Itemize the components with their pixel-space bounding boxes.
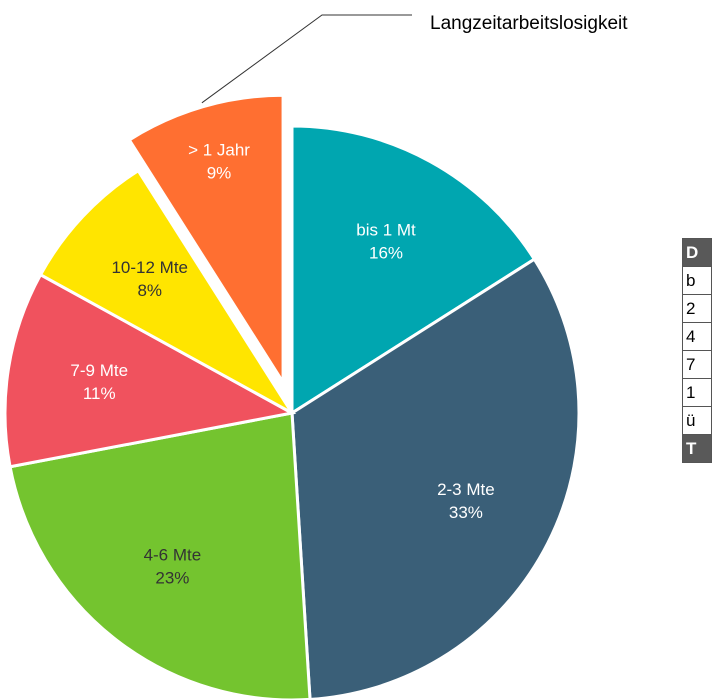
slice-value-label: 16% bbox=[369, 243, 403, 262]
table-row: 1 bbox=[682, 378, 712, 407]
slice-value-label: 11% bbox=[83, 384, 116, 403]
table-cell: D bbox=[682, 238, 712, 267]
slice-value-label: 9% bbox=[207, 163, 232, 182]
slice-value-label: 33% bbox=[449, 503, 483, 522]
table-row: b bbox=[682, 266, 712, 295]
table-cell: 4 bbox=[682, 322, 712, 351]
table-cell: T bbox=[682, 434, 712, 463]
table-row: D bbox=[682, 238, 712, 267]
pie-slice bbox=[127, 93, 285, 388]
table-row: 4 bbox=[682, 322, 712, 351]
pie-slice bbox=[8, 411, 312, 700]
pie-slice bbox=[38, 168, 294, 415]
slice-label: bis 1 Mt bbox=[356, 220, 416, 239]
table-cell: 1 bbox=[682, 378, 712, 407]
slice-label: 10-12 Mte bbox=[111, 258, 188, 277]
slice-label: > 1 Jahr bbox=[188, 140, 250, 159]
table-cell: 2 bbox=[682, 294, 712, 323]
annotation: Langzeitarbeitslosigkeit bbox=[430, 13, 628, 34]
table-row: 7 bbox=[682, 350, 712, 379]
slice-value-label: 8% bbox=[137, 281, 162, 300]
table-cell: b bbox=[682, 266, 712, 295]
slice-label: 2-3 Mte bbox=[437, 480, 495, 499]
slice-label: 4-6 Mte bbox=[144, 546, 202, 565]
pie-slice bbox=[290, 124, 537, 416]
table-cell: ü bbox=[682, 406, 712, 435]
pie-slice bbox=[290, 257, 581, 700]
table-row: 2 bbox=[682, 294, 712, 323]
table-row: T bbox=[682, 434, 712, 463]
slice-value-label: 23% bbox=[155, 569, 189, 588]
pie-slice bbox=[3, 272, 297, 469]
slice-label: 7-9 Mte bbox=[70, 361, 128, 380]
annotation-line bbox=[201, 14, 412, 104]
table-cell: 7 bbox=[682, 350, 712, 379]
table-row: ü bbox=[682, 406, 712, 435]
